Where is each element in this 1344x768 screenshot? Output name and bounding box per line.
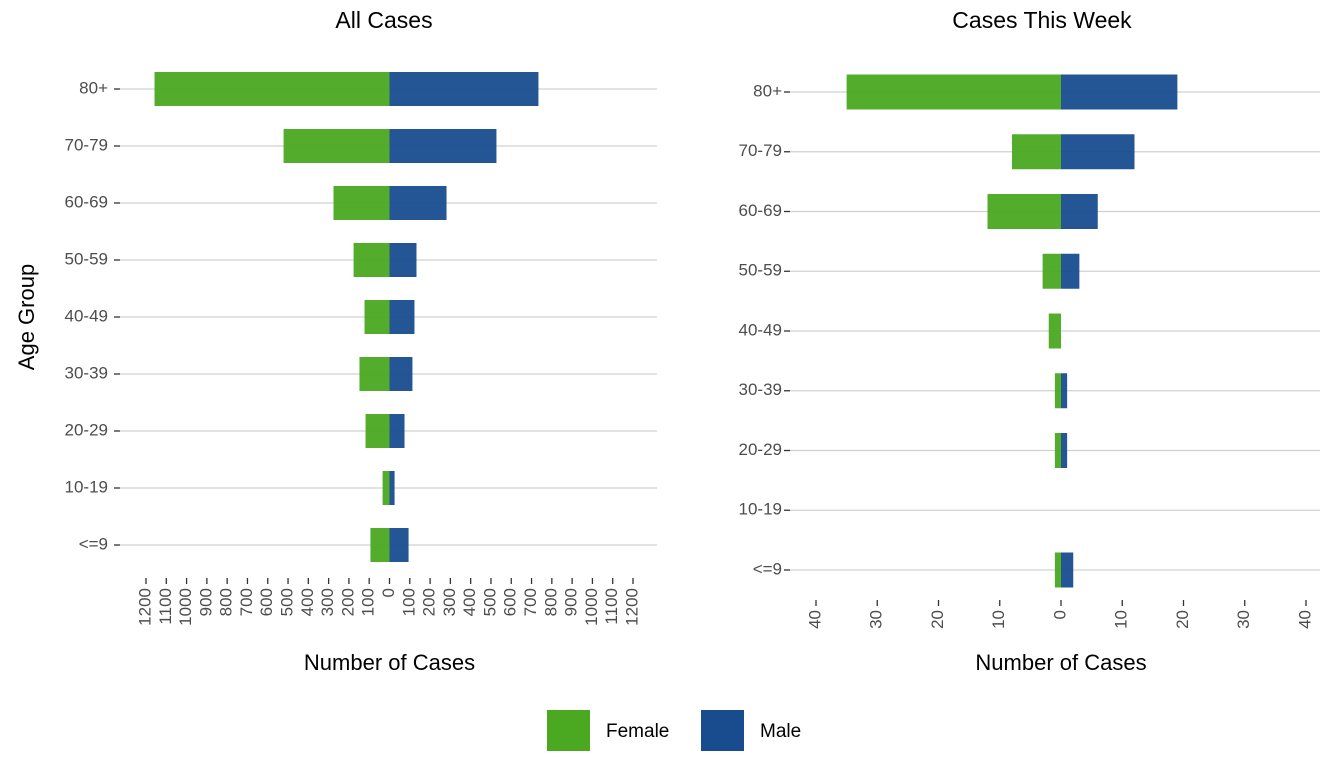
x-tick-label: 0: [1050, 610, 1069, 619]
bar: [1054, 433, 1061, 468]
y-tick-label: <=9: [79, 534, 108, 553]
chart-title: All Cases: [335, 7, 432, 33]
x-tick-label: 200: [420, 588, 439, 616]
x-tick-label: 200: [338, 588, 357, 616]
bar: [333, 186, 390, 220]
x-axis-title: Number of Cases: [975, 650, 1146, 675]
x-tick-label: 20: [1173, 610, 1192, 629]
x-tick-label: 500: [278, 588, 297, 616]
legend-key: [701, 710, 744, 751]
x-tick-label: 600: [501, 588, 520, 616]
x-tick-label: 800: [541, 588, 560, 616]
bar: [1042, 253, 1061, 289]
y-axis-title: Age Group: [14, 264, 39, 370]
bar: [1061, 194, 1098, 229]
y-tick-label: <=9: [753, 559, 782, 578]
bar: [1061, 552, 1074, 588]
bar: [283, 129, 390, 163]
bar: [389, 414, 405, 448]
x-tick-label: 900: [196, 588, 215, 616]
x-tick-label: 0: [379, 588, 398, 597]
bar: [1061, 134, 1135, 170]
bar: [1061, 253, 1080, 289]
x-tick-label: 1100: [156, 588, 175, 625]
bar: [359, 357, 390, 391]
bar: [1048, 313, 1061, 349]
x-tick-label: 100: [399, 588, 418, 616]
bar: [353, 243, 390, 277]
y-tick-label: 20-29: [739, 440, 782, 459]
bar: [1054, 552, 1061, 588]
bar: [389, 186, 447, 220]
bar: [365, 414, 390, 448]
y-tick-label: 70-79: [739, 141, 782, 160]
x-tick-label: 600: [257, 588, 276, 616]
y-tick-label: 80+: [753, 81, 782, 100]
bar: [364, 300, 390, 334]
x-tick-label: 500: [480, 588, 499, 616]
y-tick-label: 20-29: [65, 420, 108, 439]
x-tick-label: 1000: [582, 588, 601, 626]
x-tick-label: 900: [562, 588, 581, 616]
x-tick-label: 30: [867, 610, 886, 629]
bar: [846, 74, 1061, 110]
x-tick-label: 20: [928, 610, 947, 629]
x-tick-label: 1200: [135, 588, 154, 626]
x-tick-label: 800: [217, 588, 236, 616]
bar: [987, 194, 1061, 229]
x-tick-label: 1100: [602, 588, 621, 625]
y-tick-label: 40-49: [739, 320, 782, 339]
chart-title: Cases This Week: [952, 7, 1132, 33]
y-tick-label: 60-69: [739, 201, 782, 220]
x-tick-label: 40: [1295, 610, 1314, 629]
y-tick-label: 70-79: [65, 135, 108, 154]
x-tick-label: 700: [237, 588, 256, 616]
x-tick-label: 300: [318, 588, 337, 616]
x-tick-label: 10: [989, 610, 1008, 629]
x-tick-label: 10: [1112, 610, 1131, 629]
x-tick-label: 300: [440, 588, 459, 616]
legend-key: [547, 710, 590, 751]
legend-label: Female: [606, 721, 669, 742]
y-tick-label: 40-49: [65, 306, 108, 325]
y-tick-label: 50-59: [739, 261, 782, 280]
bar: [1012, 134, 1061, 170]
bar: [389, 243, 417, 277]
x-axis-title: Number of Cases: [304, 650, 475, 675]
x-tick-label: 400: [298, 588, 317, 616]
bar: [389, 129, 497, 163]
x-tick-label: 400: [460, 588, 479, 616]
x-tick-label: 100: [359, 588, 378, 616]
x-tick-label: 1200: [622, 588, 641, 626]
x-tick-label: 40: [805, 610, 824, 629]
bar: [389, 357, 413, 391]
bar: [389, 300, 415, 334]
x-tick-label: 700: [521, 588, 540, 616]
y-tick-label: 30-39: [65, 363, 108, 382]
y-tick-label: 10-19: [65, 477, 108, 496]
y-tick-label: 80+: [79, 78, 108, 97]
bar: [154, 72, 390, 106]
y-tick-label: 10-19: [739, 500, 782, 519]
legend-label: Male: [760, 721, 801, 742]
y-tick-label: 30-39: [739, 380, 782, 399]
bar: [1061, 373, 1068, 409]
y-tick-label: 60-69: [65, 192, 108, 211]
x-tick-label: 30: [1234, 610, 1253, 629]
y-tick-label: 50-59: [65, 249, 108, 268]
bar: [389, 528, 409, 562]
bar: [389, 471, 395, 505]
bar: [1061, 433, 1068, 468]
bar: [382, 471, 390, 505]
bar: [389, 72, 539, 106]
x-tick-label: 1000: [176, 588, 195, 626]
bar: [1054, 373, 1061, 409]
bar: [1061, 74, 1178, 110]
bar: [370, 528, 390, 562]
